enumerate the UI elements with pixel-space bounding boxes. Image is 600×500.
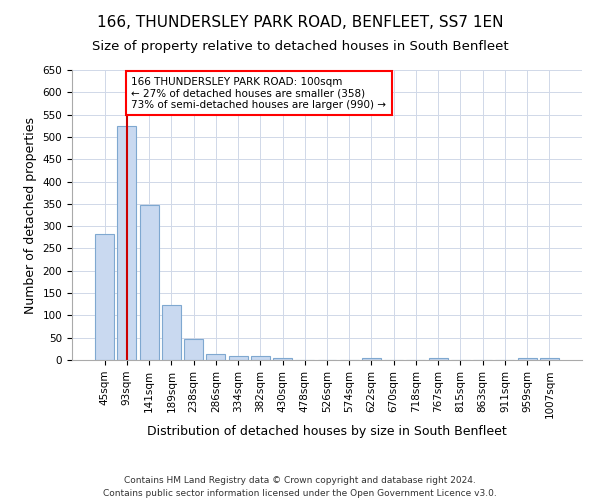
Bar bbox=[206, 354, 225, 360]
Text: Contains HM Land Registry data © Crown copyright and database right 2024.
Contai: Contains HM Land Registry data © Crown c… bbox=[103, 476, 497, 498]
Bar bbox=[95, 234, 114, 360]
Text: 166 THUNDERSLEY PARK ROAD: 100sqm
← 27% of detached houses are smaller (358)
73%: 166 THUNDERSLEY PARK ROAD: 100sqm ← 27% … bbox=[131, 76, 386, 110]
Bar bbox=[429, 358, 448, 360]
Bar bbox=[518, 358, 536, 360]
Bar bbox=[118, 126, 136, 360]
Y-axis label: Number of detached properties: Number of detached properties bbox=[24, 116, 37, 314]
X-axis label: Distribution of detached houses by size in South Benfleet: Distribution of detached houses by size … bbox=[147, 425, 507, 438]
Bar bbox=[251, 356, 270, 360]
Bar bbox=[162, 304, 181, 360]
Text: 166, THUNDERSLEY PARK ROAD, BENFLEET, SS7 1EN: 166, THUNDERSLEY PARK ROAD, BENFLEET, SS… bbox=[97, 15, 503, 30]
Bar bbox=[140, 205, 158, 360]
Text: Size of property relative to detached houses in South Benfleet: Size of property relative to detached ho… bbox=[92, 40, 508, 53]
Bar bbox=[184, 338, 203, 360]
Bar bbox=[540, 358, 559, 360]
Bar bbox=[273, 358, 292, 360]
Bar bbox=[362, 358, 381, 360]
Bar bbox=[229, 356, 248, 360]
